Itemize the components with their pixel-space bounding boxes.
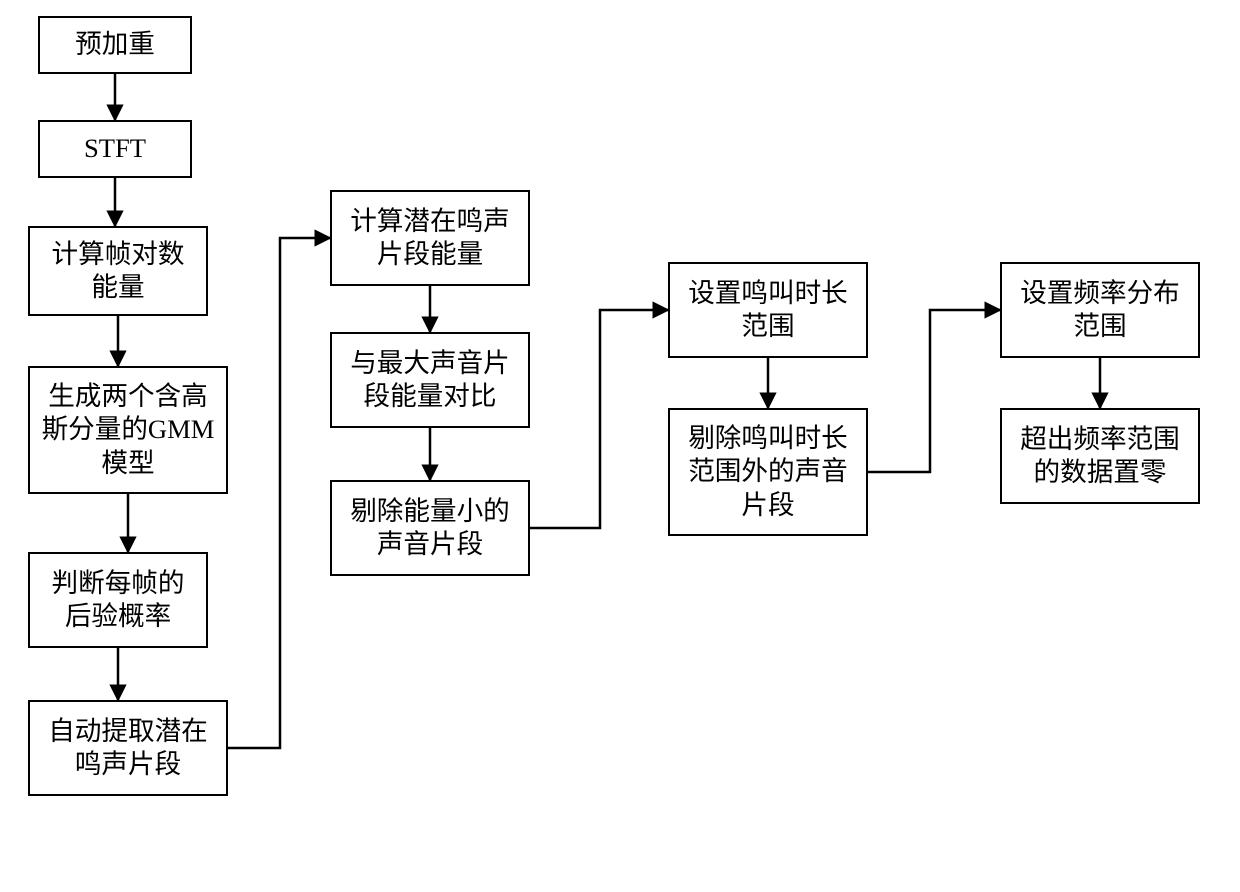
node-label: 设置鸣叫时长 范围	[688, 277, 848, 343]
node-label: STFT	[84, 132, 146, 165]
node-label: 计算潜在鸣声 片段能量	[350, 205, 510, 271]
node-label: 超出频率范围 的数据置零	[1020, 423, 1180, 489]
node-label: 与最大声音片 段能量对比	[350, 347, 510, 413]
flowchart-node: 超出频率范围 的数据置零	[1000, 408, 1200, 504]
node-label: 自动提取潜在 鸣声片段	[48, 715, 208, 781]
flowchart-node: 自动提取潜在 鸣声片段	[28, 700, 228, 796]
node-label: 剔除鸣叫时长 范围外的声音 片段	[688, 422, 848, 522]
flowchart-node: 计算帧对数 能量	[28, 226, 208, 316]
flowchart-node: 判断每帧的 后验概率	[28, 552, 208, 648]
flowchart-edge	[228, 238, 330, 748]
flowchart-node: 剔除能量小的 声音片段	[330, 480, 530, 576]
flowchart-node: 设置鸣叫时长 范围	[668, 262, 868, 358]
flowchart-node: STFT	[38, 120, 192, 178]
flowchart-node: 与最大声音片 段能量对比	[330, 332, 530, 428]
flowchart-edge	[530, 310, 668, 528]
node-label: 计算帧对数 能量	[52, 238, 185, 304]
flowchart-node: 预加重	[38, 16, 192, 74]
node-label: 判断每帧的 后验概率	[52, 567, 185, 633]
node-label: 设置频率分布 范围	[1020, 277, 1180, 343]
flowchart-node: 剔除鸣叫时长 范围外的声音 片段	[668, 408, 868, 536]
flowchart-node: 生成两个含高 斯分量的GMM 模型	[28, 366, 228, 494]
node-label: 生成两个含高 斯分量的GMM 模型	[42, 380, 215, 480]
flowchart-node: 计算潜在鸣声 片段能量	[330, 190, 530, 286]
flowchart-canvas: 预加重 STFT 计算帧对数 能量生成两个含高 斯分量的GMM 模型判断每帧的 后验…	[0, 0, 1240, 892]
flowchart-edge	[868, 310, 1000, 472]
node-label: 剔除能量小的 声音片段	[350, 495, 510, 561]
flowchart-node: 设置频率分布 范围	[1000, 262, 1200, 358]
node-label: 预加重	[75, 28, 155, 61]
